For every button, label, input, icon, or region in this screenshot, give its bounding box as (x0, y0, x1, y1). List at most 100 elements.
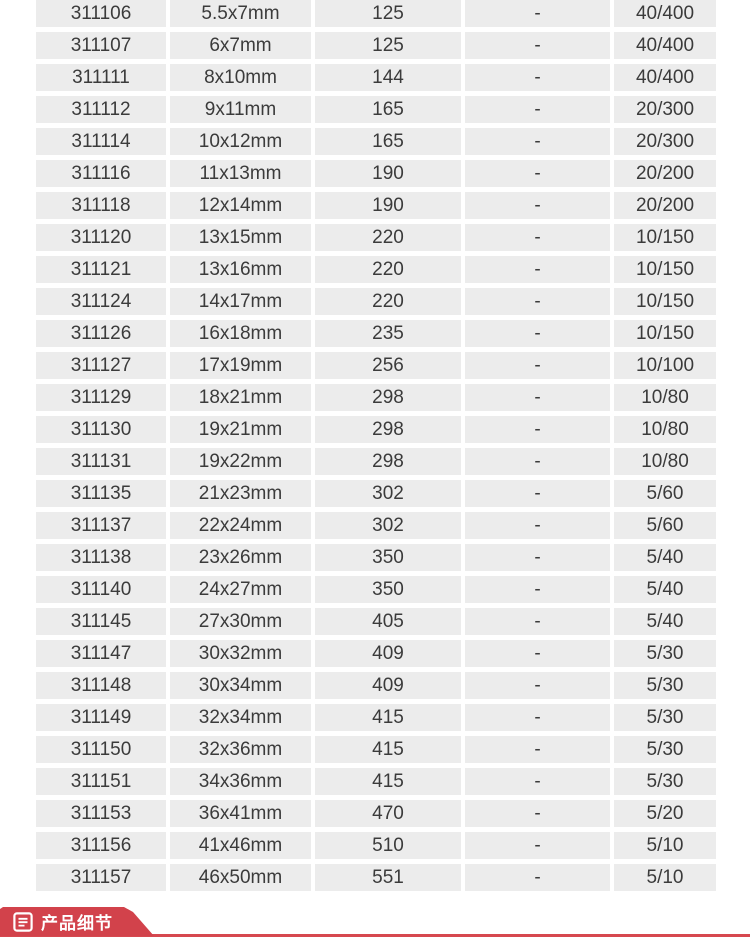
table-cell: - (465, 864, 610, 891)
table-cell: 311151 (36, 768, 166, 795)
table-row: 311151 34x36mm 415-5/30 (36, 768, 716, 795)
table-cell: 298 (315, 448, 461, 475)
table-cell: 19x21mm (170, 416, 311, 443)
table-cell: 311150 (36, 736, 166, 763)
table-cell: 311114 (36, 128, 166, 155)
table-cell: 311120 (36, 224, 166, 251)
table-cell: 5/40 (614, 608, 716, 635)
product-details-badge: 产品细节 (0, 907, 154, 936)
table-row: 311150 32x36mm 415-5/30 (36, 736, 716, 763)
table-cell: 6x7mm (170, 32, 311, 59)
table-cell: 311153 (36, 800, 166, 827)
table-cell: 11x13mm (170, 160, 311, 187)
table-cell: 5.5x7mm (170, 0, 311, 27)
table-cell: 10/80 (614, 448, 716, 475)
table-cell: 40/400 (614, 32, 716, 59)
table-row: 311112 9x11mm 165-20/300 (36, 96, 716, 123)
table-row: 311127 17x19mm 256-10/100 (36, 352, 716, 379)
table-cell: - (465, 672, 610, 699)
table-cell: 144 (315, 64, 461, 91)
table-cell: 22x24mm (170, 512, 311, 539)
table-cell: 30x34mm (170, 672, 311, 699)
table-row: 311107 6x7mm 125-40/400 (36, 32, 716, 59)
table-cell: 20/300 (614, 96, 716, 123)
table-cell: 13x15mm (170, 224, 311, 251)
table-cell: 510 (315, 832, 461, 859)
table-cell: - (465, 160, 610, 187)
table-cell: 30x32mm (170, 640, 311, 667)
table-cell: 311140 (36, 576, 166, 603)
table-cell: 46x50mm (170, 864, 311, 891)
table-row: 311149 32x34mm 415-5/30 (36, 704, 716, 731)
table-cell: 5/60 (614, 480, 716, 507)
table-cell: - (465, 736, 610, 763)
table-cell: 302 (315, 480, 461, 507)
table-cell: - (465, 96, 610, 123)
table-cell: - (465, 640, 610, 667)
table-row: 311147 30x32mm 409-5/30 (36, 640, 716, 667)
table-row: 311145 27x30mm 405-5/40 (36, 608, 716, 635)
table-cell: 10/150 (614, 320, 716, 347)
table-cell: 13x16mm (170, 256, 311, 283)
table-cell: - (465, 768, 610, 795)
table-cell: 311130 (36, 416, 166, 443)
table-row: 311121 13x16mm 220-10/150 (36, 256, 716, 283)
table-cell: 5/30 (614, 640, 716, 667)
table-cell: 220 (315, 288, 461, 315)
table-row: 311135 21x23mm 302-5/60 (36, 480, 716, 507)
table-cell: - (465, 448, 610, 475)
table-cell: - (465, 224, 610, 251)
table-cell: 409 (315, 640, 461, 667)
table-cell: 311112 (36, 96, 166, 123)
table-row: 311116 11x13mm 190-20/200 (36, 160, 716, 187)
table-row: 311156 41x46mm 510-5/10 (36, 832, 716, 859)
table-cell: 190 (315, 160, 461, 187)
table-cell: 34x36mm (170, 768, 311, 795)
table-cell: 24x27mm (170, 576, 311, 603)
table-cell: 311147 (36, 640, 166, 667)
product-details-badge-label: 产品细节 (41, 914, 113, 933)
table-cell: 311129 (36, 384, 166, 411)
table-cell: 415 (315, 704, 461, 731)
table-cell: 12x14mm (170, 192, 311, 219)
table-cell: 23x26mm (170, 544, 311, 571)
table-cell: 311149 (36, 704, 166, 731)
table-cell: 10/80 (614, 384, 716, 411)
table-cell: 311116 (36, 160, 166, 187)
table-row: 311118 12x14mm 190-20/200 (36, 192, 716, 219)
table-cell: - (465, 480, 610, 507)
table-row: 311106 5.5x7mm 125-40/400 (36, 0, 716, 27)
table-row: 311124 14x17mm 220-10/150 (36, 288, 716, 315)
table-cell: 10/100 (614, 352, 716, 379)
table-cell: 311118 (36, 192, 166, 219)
table-cell: 17x19mm (170, 352, 311, 379)
table-cell: 298 (315, 416, 461, 443)
table-cell: - (465, 544, 610, 571)
table-cell: - (465, 576, 610, 603)
table-cell: 10/150 (614, 288, 716, 315)
table-cell: 350 (315, 576, 461, 603)
table-row: 311137 22x24mm 302-5/60 (36, 512, 716, 539)
table-cell: 415 (315, 768, 461, 795)
table-cell: 16x18mm (170, 320, 311, 347)
table-cell: 5/10 (614, 864, 716, 891)
section-divider-line (0, 934, 750, 937)
table-cell: 311131 (36, 448, 166, 475)
table-cell: - (465, 320, 610, 347)
table-cell: - (465, 288, 610, 315)
product-spec-table: 311106 5.5x7mm 125-40/400 311107 6x7mm 125-40… (36, 0, 716, 896)
table-row: 311138 23x26mm 350-5/40 (36, 544, 716, 571)
table-cell: - (465, 608, 610, 635)
table-cell: 5/30 (614, 704, 716, 731)
table-cell: - (465, 384, 610, 411)
table-row: 311148 30x34mm 409-5/30 (36, 672, 716, 699)
table-cell: 20/300 (614, 128, 716, 155)
table-cell: 5/30 (614, 672, 716, 699)
table-cell: 165 (315, 96, 461, 123)
table-cell: 302 (315, 512, 461, 539)
table-cell: 311148 (36, 672, 166, 699)
table-cell: 27x30mm (170, 608, 311, 635)
table-cell: 311127 (36, 352, 166, 379)
table-cell: 10/80 (614, 416, 716, 443)
